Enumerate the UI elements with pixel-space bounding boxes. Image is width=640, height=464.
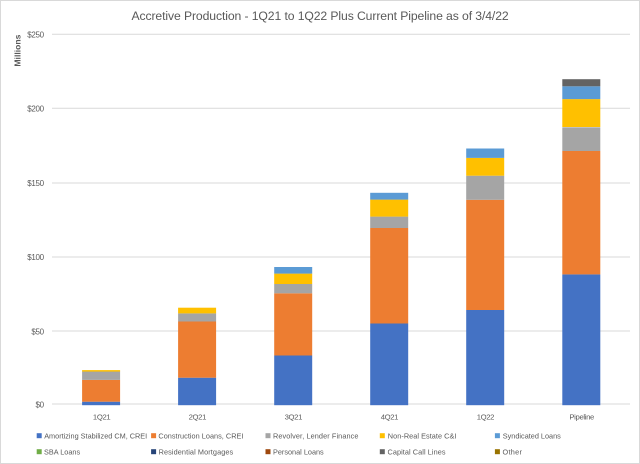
svg-text:1Q21: 1Q21 [93,413,110,422]
svg-text:Revolver, Lender Finance: Revolver, Lender Finance [273,431,359,440]
svg-text:Personal Loans: Personal Loans [273,447,324,456]
svg-text:2Q21: 2Q21 [189,413,206,422]
svg-text:Accretive Production - 1Q21 to: Accretive Production - 1Q21 to 1Q22 Plus… [131,9,508,23]
svg-text:Other: Other [503,447,523,456]
svg-text:Syndicated Loans: Syndicated Loans [503,431,561,440]
svg-text:$250: $250 [27,30,44,39]
svg-text:Millions: Millions [12,34,22,66]
svg-text:Residential Mortgages: Residential Mortgages [159,447,234,456]
svg-text:3Q21: 3Q21 [285,413,302,422]
svg-text:$50: $50 [31,327,44,336]
svg-text:$0: $0 [35,400,44,409]
svg-text:Construction Loans, CREI: Construction Loans, CREI [158,431,243,440]
svg-text:Non-Real Estate C&I: Non-Real Estate C&I [388,431,457,440]
svg-text:1Q22: 1Q22 [477,413,494,422]
svg-text:Amortizing Stabilized CM, CREI: Amortizing Stabilized CM, CREI [44,431,147,440]
svg-text:Pipeline: Pipeline [569,413,594,422]
svg-text:SBA Loans: SBA Loans [44,447,80,456]
svg-text:Capital Call Lines: Capital Call Lines [388,447,446,456]
svg-text:$150: $150 [27,179,44,188]
svg-text:$200: $200 [27,104,44,113]
svg-text:4Q21: 4Q21 [381,413,398,422]
svg-text:$100: $100 [27,253,44,262]
